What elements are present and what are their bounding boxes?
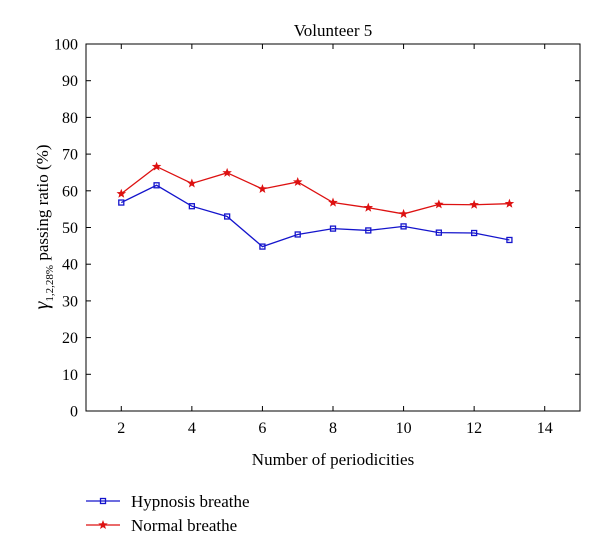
series-line bbox=[121, 184, 510, 248]
legend: Hypnosis breathe Normal breathe bbox=[86, 492, 250, 535]
data-point bbox=[470, 229, 478, 237]
x-tick-label: 4 bbox=[188, 420, 196, 437]
series-normal-breathe bbox=[116, 161, 515, 218]
data-point bbox=[188, 203, 196, 210]
data-point bbox=[469, 199, 479, 209]
plot-area-frame bbox=[85, 43, 581, 412]
x-tick-label: 10 bbox=[396, 420, 412, 437]
data-point bbox=[222, 167, 232, 177]
data-point bbox=[187, 178, 197, 188]
y-tick-label: 40 bbox=[62, 257, 78, 274]
series-layer bbox=[116, 161, 515, 250]
data-point bbox=[294, 231, 301, 238]
legend-item: Normal breathe bbox=[86, 516, 237, 535]
chart-title: Volunteer 5 bbox=[294, 21, 373, 40]
x-tick-label: 2 bbox=[117, 420, 125, 437]
data-point bbox=[116, 188, 127, 198]
data-point bbox=[151, 161, 162, 171]
data-point bbox=[292, 176, 303, 187]
x-tick-label: 14 bbox=[537, 420, 553, 437]
x-tick-label: 8 bbox=[329, 420, 337, 437]
x-tick-label: 12 bbox=[466, 420, 482, 437]
data-point bbox=[398, 208, 409, 218]
series-line bbox=[120, 165, 510, 215]
y-tick-label: 80 bbox=[62, 110, 78, 127]
legend-label: Normal breathe bbox=[131, 516, 237, 535]
y-tick-label: 30 bbox=[62, 293, 78, 310]
legend-marker bbox=[99, 497, 107, 505]
data-point bbox=[435, 229, 443, 236]
data-point bbox=[434, 199, 444, 209]
y-tick-label: 100 bbox=[54, 37, 78, 54]
legend-label: Hypnosis breathe bbox=[131, 492, 250, 511]
data-point bbox=[223, 213, 231, 220]
y-tick-label: 10 bbox=[62, 367, 78, 384]
legend-marker bbox=[98, 520, 108, 530]
y-tick-label: 20 bbox=[62, 330, 78, 347]
x-axis: 2 4 6 8 10 12 14 bbox=[117, 44, 553, 437]
data-point bbox=[118, 199, 125, 206]
x-tick-label: 6 bbox=[258, 420, 266, 437]
data-point bbox=[329, 225, 337, 232]
y-axis-title-text: passing ratio (%) bbox=[33, 145, 52, 265]
y-tick-label: 70 bbox=[62, 147, 78, 164]
y-axis: 0 10 20 30 40 50 60 70 80 90 100 bbox=[54, 37, 580, 421]
y-axis-title-subscript: 1,2,28% bbox=[44, 265, 56, 302]
y-tick-label: 0 bbox=[70, 404, 78, 421]
data-point bbox=[259, 243, 266, 250]
data-point bbox=[153, 182, 160, 189]
data-point bbox=[365, 227, 372, 234]
y-axis-title-symbol: γ bbox=[31, 300, 53, 309]
data-point bbox=[328, 197, 338, 207]
legend-item: Hypnosis breathe bbox=[86, 492, 250, 511]
data-point bbox=[504, 198, 515, 208]
y-axis-title: γ1,2,28% passing ratio (%) bbox=[31, 145, 56, 310]
y-tick-label: 50 bbox=[62, 220, 78, 237]
y-tick-label: 60 bbox=[62, 183, 78, 200]
data-point bbox=[257, 183, 268, 194]
data-point bbox=[506, 236, 513, 244]
data-point bbox=[363, 202, 374, 212]
x-axis-title: Number of periodicities bbox=[252, 450, 414, 469]
y-tick-label: 90 bbox=[62, 73, 78, 90]
data-point bbox=[400, 223, 407, 230]
series-hypnosis-breathe bbox=[118, 182, 513, 250]
